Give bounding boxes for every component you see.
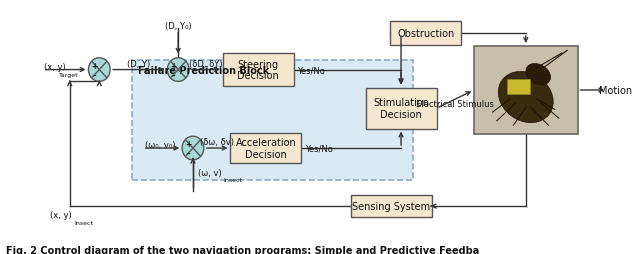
Bar	[507, 79, 530, 95]
Text: +: +	[185, 140, 191, 149]
Text: Motion: Motion	[599, 86, 632, 96]
Circle shape	[182, 137, 204, 160]
Text: +: +	[92, 62, 97, 71]
Text: Stimulation
Decision: Stimulation Decision	[373, 98, 429, 120]
Text: Fig. 2 Control diagram of the two navigation programs: Simple and Predictive Fee: Fig. 2 Control diagram of the two naviga…	[6, 245, 479, 254]
Bar	[223, 54, 294, 86]
Ellipse shape	[526, 64, 550, 85]
Ellipse shape	[499, 72, 553, 123]
Text: Failure Prediction Block: Failure Prediction Block	[138, 66, 269, 75]
Text: Target: Target	[59, 73, 79, 78]
Bar	[351, 196, 431, 217]
Text: Yes/No: Yes/No	[305, 144, 333, 153]
Text: Insect: Insect	[223, 177, 243, 182]
Bar	[390, 22, 461, 46]
Circle shape	[88, 58, 110, 82]
Text: (ω₀, v₀): (ω₀, v₀)	[145, 141, 175, 150]
Text: (x, y): (x, y)	[44, 62, 66, 72]
Text: (δD, δY): (δD, δY)	[189, 59, 223, 68]
Text: Obstruction: Obstruction	[397, 29, 454, 39]
Text: -: -	[172, 71, 175, 80]
Bar	[132, 61, 413, 181]
Circle shape	[167, 58, 189, 82]
Text: +: +	[170, 62, 177, 71]
Text: (ω, v): (ω, v)	[198, 169, 221, 178]
Text: Electrical Stimulus: Electrical Stimulus	[416, 100, 494, 109]
Text: Yes/No: Yes/No	[298, 66, 325, 75]
Bar	[230, 133, 301, 163]
Text: Sensing System: Sensing System	[352, 201, 430, 211]
Text: (x, y): (x, y)	[50, 210, 72, 219]
Bar	[365, 88, 436, 129]
Text: -: -	[186, 149, 190, 158]
Bar	[474, 47, 577, 135]
Text: Steering
Decision: Steering Decision	[237, 59, 279, 81]
Text: Insect: Insect	[75, 220, 93, 225]
Text: -: -	[93, 71, 96, 80]
Text: (D, Y₀): (D, Y₀)	[165, 22, 191, 31]
Text: (D, Y): (D, Y)	[127, 59, 150, 68]
Text: Acceleration
Decision: Acceleration Decision	[236, 138, 296, 159]
Text: (δω, δv): (δω, δv)	[200, 137, 234, 147]
